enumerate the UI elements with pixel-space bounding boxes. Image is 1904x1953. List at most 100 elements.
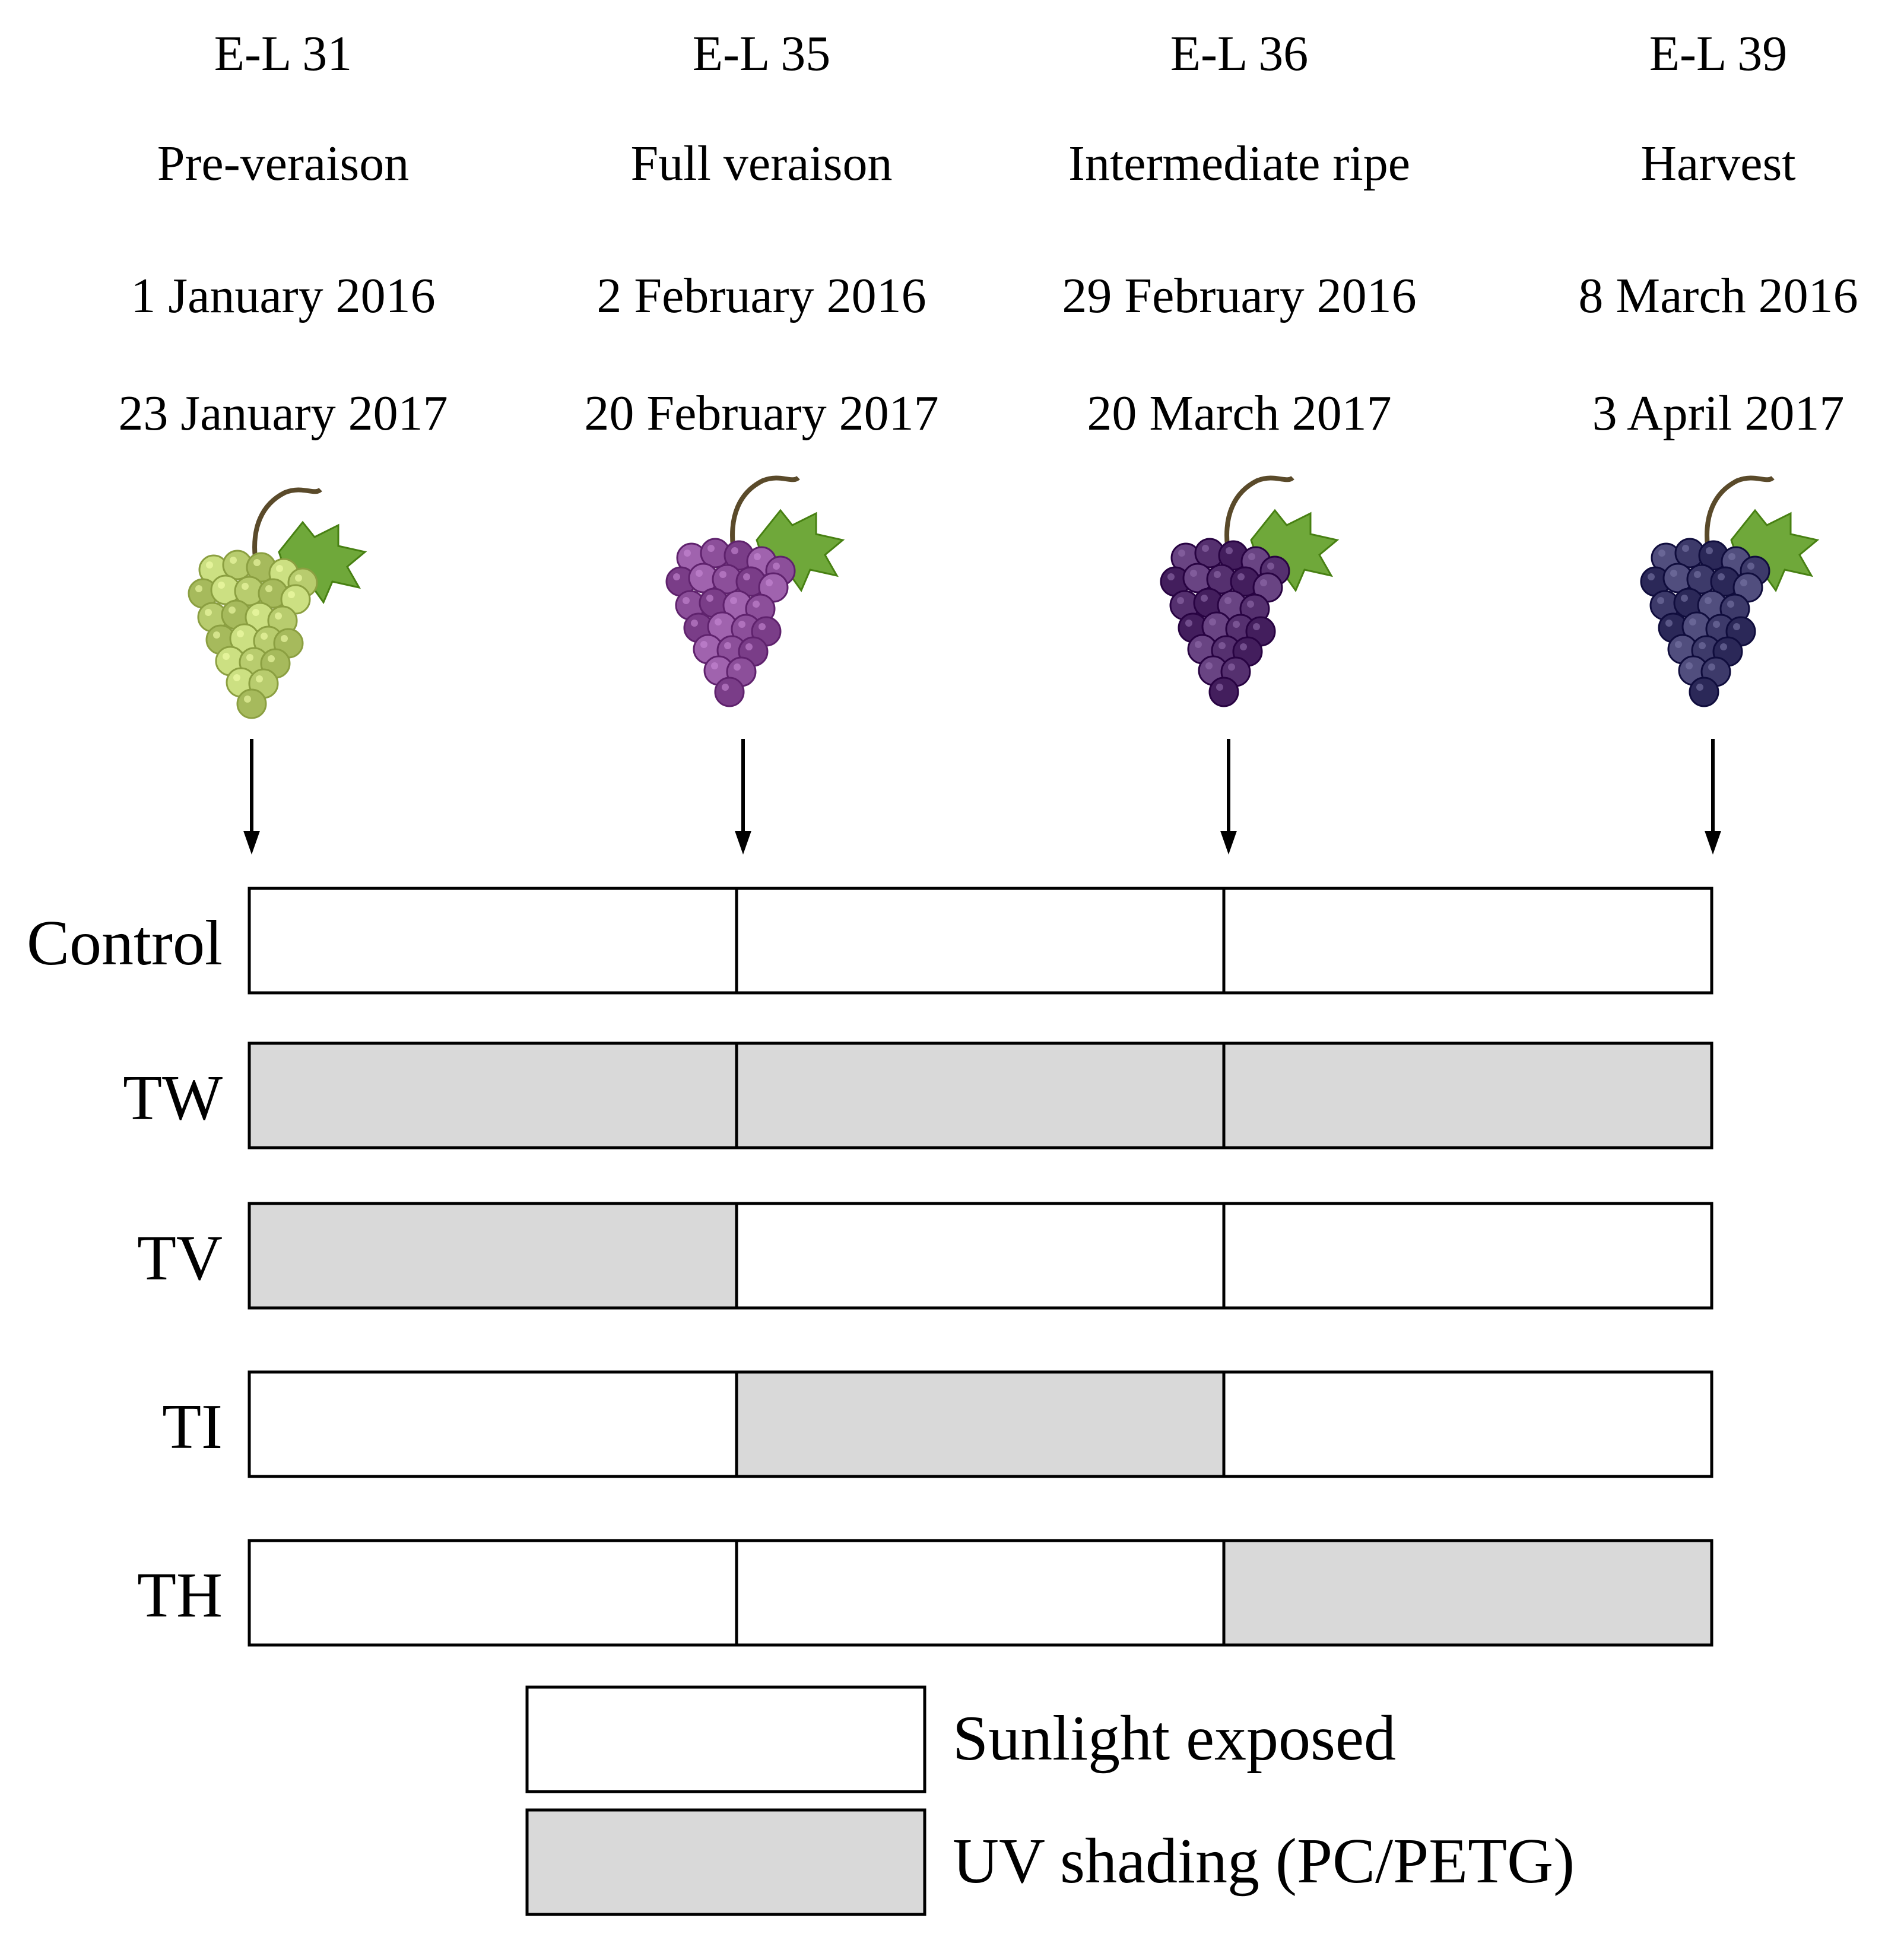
grape-berry-highlight (1202, 545, 1209, 552)
grape-berry-highlight (253, 559, 261, 566)
grape-berry-highlight (1733, 623, 1740, 630)
legend-swatch-exposed (525, 1685, 926, 1793)
segment-tw-1 (247, 1041, 738, 1149)
legend-label-shaded: UV shading (PC/PETG) (953, 1826, 1575, 1897)
treatment-label-ti: TI (162, 1392, 223, 1462)
grape-berry-highlight (766, 579, 773, 586)
stage-code-2: E-L 35 (693, 26, 830, 81)
grape-berry-highlight (1167, 573, 1175, 580)
grape-berry-highlight (1706, 547, 1713, 554)
grape-berry (1689, 677, 1719, 707)
stage-name-4: Harvest (1640, 136, 1795, 191)
grape-berry-highlight (1694, 571, 1701, 578)
grape-berry-highlight (730, 597, 737, 604)
grape-berry (1208, 677, 1239, 707)
stage-date-2016-3: 29 February 2016 (1062, 268, 1416, 323)
grape-berry-highlight (276, 565, 283, 572)
grape-berry-highlight (1727, 601, 1734, 608)
grape-berry-highlight (683, 597, 690, 604)
grape-berry-highlight (1658, 550, 1665, 557)
grape-berry-highlight (1665, 620, 1673, 627)
treatment-row-tw: TW (123, 1041, 1713, 1149)
grape-berry-highlight (1681, 595, 1688, 602)
grape-berry-highlight (265, 585, 272, 592)
grape-berry-highlight (719, 571, 726, 578)
grape-berry-highlight (1747, 563, 1754, 570)
segment-ti-2 (735, 1370, 1226, 1478)
grape-berry-highlight (684, 550, 691, 557)
segment-tv-3 (1222, 1202, 1713, 1310)
treatment-row-th: TH (137, 1539, 1713, 1647)
segment-control-1 (247, 887, 738, 995)
legend-label-exposed: Sunlight exposed (953, 1703, 1396, 1774)
grape-berry-highlight (1233, 621, 1240, 628)
grape-berry-highlight (1657, 597, 1664, 604)
grape-berry-highlight (233, 674, 240, 681)
grape-berry-highlight (1190, 570, 1197, 577)
stage-name-2: Full veraison (631, 136, 893, 191)
grape-berry-highlight (1247, 601, 1254, 608)
grape-berry-highlight (673, 573, 680, 580)
grape-berry-highlight (691, 620, 698, 627)
grape-berry-highlight (1253, 623, 1260, 630)
grape-berry-highlight (213, 631, 220, 639)
segment-tw-3 (1222, 1041, 1713, 1149)
grape-berry-highlight (195, 585, 202, 592)
grape-berry-highlight (1226, 547, 1233, 554)
grape-berry-highlight (1675, 641, 1682, 648)
grape-berry-highlight (1240, 643, 1247, 650)
grape-berry-highlight (724, 642, 731, 649)
grape-berry-highlight (1699, 642, 1706, 649)
grape-berry-highlight (230, 557, 237, 564)
stage-date-2016-4: 8 March 2016 (1578, 268, 1858, 323)
grape-berry-highlight (715, 618, 722, 625)
stage-name-1: Pre-veraison (157, 136, 410, 191)
treatment-row-control: Control (27, 887, 1713, 995)
stage-code-4: E-L 39 (1649, 26, 1787, 81)
grape-berry-highlight (773, 563, 780, 570)
treatment-row-ti: TI (162, 1370, 1713, 1478)
grape-berry-highlight (1718, 573, 1725, 580)
segment-th-3 (1222, 1539, 1713, 1647)
grape-berry-highlight (1214, 571, 1221, 578)
stage-code-3: E-L 36 (1170, 26, 1308, 81)
stage-name-3: Intermediate ripe (1068, 136, 1410, 191)
treatment-label-tw: TW (123, 1063, 223, 1133)
green-grape-bunch-icon (188, 487, 367, 719)
stage-date-2016-2: 2 February 2016 (596, 268, 926, 323)
grape-berry-highlight (711, 662, 718, 669)
grape-berry-highlight (268, 655, 275, 662)
grape-berry-highlight (734, 663, 741, 671)
stage-date-2016-1: 1 January 2016 (131, 268, 435, 323)
grape-berry-highlight (743, 573, 750, 580)
grape-berry-highlight (1720, 643, 1727, 650)
grape-berry-highlight (1177, 597, 1184, 604)
grape-berry-highlight (1686, 662, 1693, 669)
treatment-label-th: TH (137, 1560, 223, 1631)
arrow-down-icon (735, 739, 751, 855)
grape-berry-highlight (1260, 579, 1267, 586)
segment-control-3 (1222, 887, 1713, 995)
grape-berry-highlight (205, 609, 212, 616)
grape-berry-highlight (295, 574, 302, 582)
grape-berry-highlight (706, 595, 713, 602)
grape-berry-highlight (1248, 553, 1255, 560)
dark-purple-grape-bunch-icon (1160, 475, 1340, 707)
grape-berry-highlight (275, 612, 282, 620)
grape-berry-highlight (700, 641, 707, 648)
segment-tv-2 (735, 1202, 1226, 1310)
grape-berry-highlight (1267, 563, 1274, 570)
treatment-rows: Control TW TV TI TH (27, 887, 1713, 1647)
stage-date-2017-3: 20 March 2017 (1087, 386, 1391, 441)
segment-tv-1 (247, 1202, 738, 1310)
stage-headers: E-L 31 Pre-veraison 1 January 2016 23 Ja… (118, 26, 1858, 441)
grape-berry-highlight (754, 553, 761, 560)
grape-berry (236, 688, 267, 719)
grape-berry-highlight (1237, 573, 1245, 580)
grape-berry-highlight (1648, 573, 1655, 580)
segment-control-2 (735, 887, 1226, 995)
grape-stem (1224, 475, 1294, 547)
arrow-down-icon (1705, 739, 1721, 855)
